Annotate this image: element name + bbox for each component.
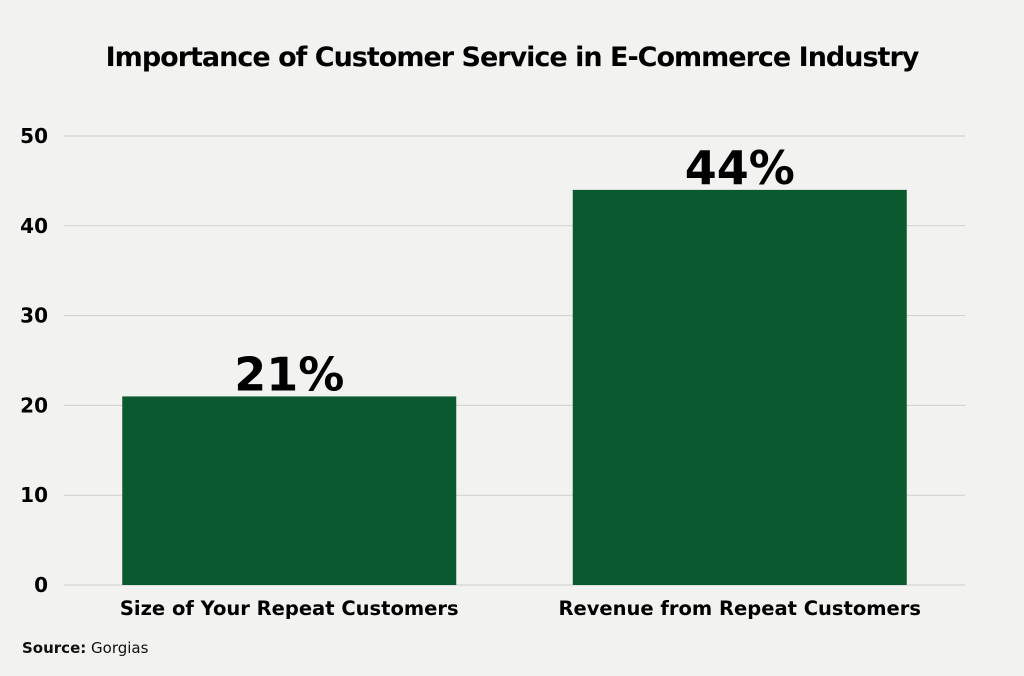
y-tick-label: 40	[20, 214, 48, 238]
source-note: Source: Gorgias	[22, 639, 148, 657]
data-label: 21%	[234, 347, 344, 401]
y-tick-label: 50	[20, 124, 48, 148]
y-tick-label: 0	[34, 573, 48, 597]
y-tick-label: 20	[20, 393, 48, 417]
source-label: Source:	[22, 639, 87, 657]
chart-title: Importance of Customer Service in E-Comm…	[106, 42, 920, 73]
y-tick-label: 10	[20, 483, 48, 507]
source-value: Gorgias	[91, 639, 149, 657]
y-tick-label: 30	[20, 304, 48, 328]
bar	[572, 189, 907, 585]
bar	[122, 396, 457, 585]
bars	[122, 189, 907, 585]
y-axis: 0 10 20 30 40 50	[20, 124, 48, 597]
data-labels: 21% 44%	[234, 141, 795, 402]
x-tick-label: Revenue from Repeat Customers	[558, 597, 921, 620]
x-tick-label: Size of Your Repeat Customers	[120, 597, 459, 620]
data-label: 44%	[685, 141, 795, 195]
x-axis: Size of Your Repeat Customers Revenue fro…	[120, 597, 921, 620]
